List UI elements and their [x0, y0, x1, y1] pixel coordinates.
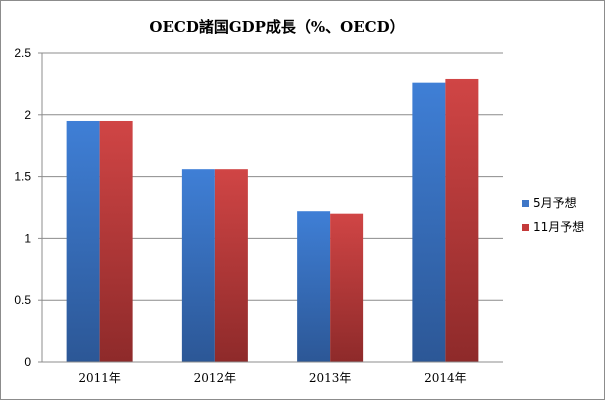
legend: 5月予想 11月予想 — [522, 195, 584, 234]
x-category-label: 2011年 — [78, 371, 121, 385]
bar-may — [412, 82, 446, 362]
bar-nov — [445, 78, 479, 363]
x-category-label: 2014年 — [424, 371, 467, 385]
bar-may — [66, 120, 100, 362]
bar-may — [181, 169, 215, 362]
y-tick-label: 2.5 — [14, 46, 31, 60]
y-tick-label: 2 — [24, 108, 31, 122]
x-category-label: 2013年 — [309, 371, 352, 385]
bars — [66, 78, 479, 363]
bar-nov — [99, 120, 133, 362]
chart-title: OECD諸国GDP成長（%、OECD） — [149, 18, 404, 36]
legend-label-may: 5月予想 — [533, 195, 577, 210]
x-axis-labels: 2011年 2012年 2013年 2014年 — [78, 371, 466, 385]
bar-may — [297, 211, 331, 362]
bar-nov — [330, 213, 364, 362]
bar-nov — [214, 169, 248, 362]
x-category-label: 2012年 — [194, 371, 237, 385]
legend-swatch-may — [522, 200, 529, 207]
y-tick-label: 1.5 — [14, 170, 31, 184]
y-tick-label: 0.5 — [14, 293, 31, 307]
y-tick-label: 0 — [24, 355, 31, 369]
legend-swatch-nov — [522, 224, 529, 231]
legend-label-nov: 11月予想 — [533, 219, 584, 234]
y-axis-ticks: 0 0.5 1 1.5 2 2.5 — [14, 46, 42, 369]
y-tick-label: 1 — [24, 231, 31, 245]
